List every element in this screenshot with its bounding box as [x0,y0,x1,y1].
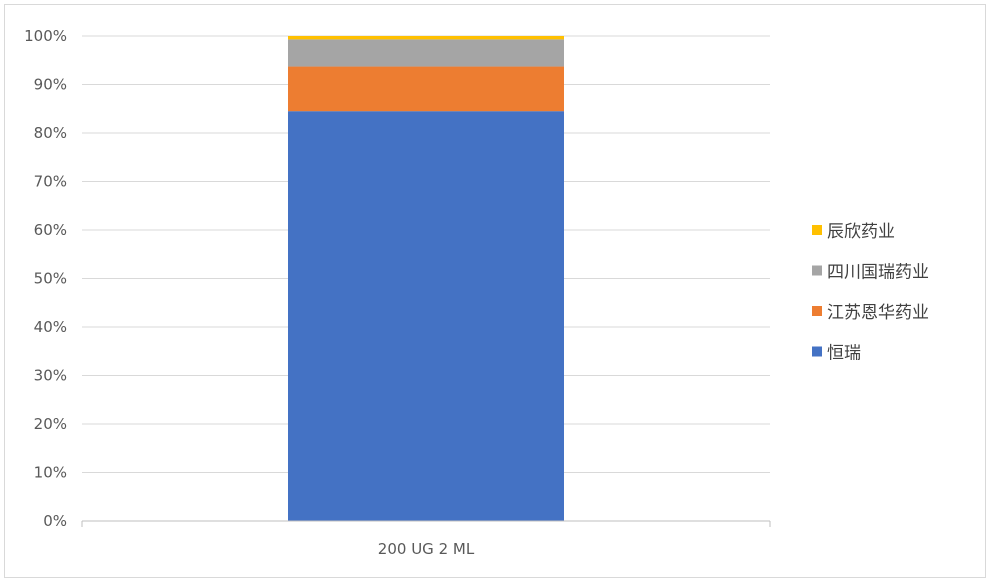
legend-swatch [812,306,822,316]
y-tick-label: 30% [34,367,67,385]
y-tick-label: 90% [34,76,67,94]
legend-label: 江苏恩华药业 [827,303,929,323]
legend-label: 辰欣药业 [827,222,895,242]
x-category-label: 200 UG 2 ML [378,540,475,558]
legend-label: 恒瑞 [827,344,861,364]
y-tick-label: 10% [34,464,67,482]
y-tick-label: 100% [24,27,67,45]
y-tick-label: 80% [34,124,67,142]
axes: 0% 10% 20% 30% 40% 50% 60% 70% 80% 90% 100% 200 UG … [24,27,771,558]
y-tick-label: 40% [34,318,67,336]
bar-segment [288,39,564,67]
bars [288,36,564,522]
y-tick-label: 20% [34,415,67,433]
y-tick-label: 0% [43,512,67,530]
bar-segment [288,36,564,40]
legend-swatch [812,346,822,357]
bar-segment [288,111,564,522]
y-tick-label: 70% [34,173,67,191]
y-tick-label: 50% [34,270,67,288]
legend-swatch [812,225,822,235]
legend-label: 四川国瑞药业 [827,263,929,283]
y-tick-label: 60% [34,221,67,239]
bar-segment [288,66,564,112]
legend-swatch [812,265,822,276]
